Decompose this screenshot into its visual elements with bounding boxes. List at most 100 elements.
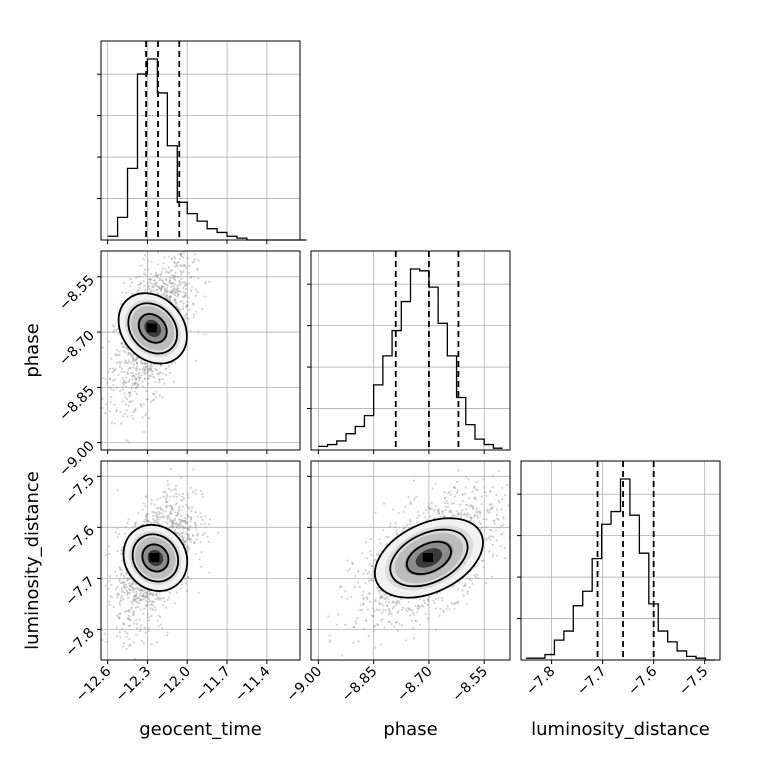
sample-point [346,569,349,572]
sample-point [162,596,165,600]
sample-point [122,345,126,349]
sample-point [154,271,158,274]
sample-point [208,280,211,283]
sample-point [146,367,149,370]
sample-point [142,612,145,616]
sample-point [171,525,174,529]
sample-point [115,409,118,413]
sample-point [441,596,444,600]
sample-point [191,261,194,264]
sample-point [450,502,453,505]
sample-point [171,523,174,526]
sample-point [443,497,446,500]
sample-point [172,380,175,383]
sample-point [163,289,166,292]
sample-point [434,598,437,601]
sample-point [121,598,125,601]
sample-point [470,504,473,507]
contour-line [131,533,180,583]
sample-point [133,598,136,602]
sample-point [178,525,182,528]
sample-point [143,626,146,629]
sample-point [442,609,445,612]
sample-point [138,368,141,371]
sample-point [403,527,406,530]
sample-point [137,376,140,379]
sample-point [158,394,161,397]
sample-point [112,605,115,608]
sample-point [346,559,349,562]
sample-point [140,282,143,285]
sample-point [197,277,200,280]
sample-point [118,613,121,616]
sample-point [147,600,151,604]
sample-point [115,328,118,331]
sample-point [464,513,467,516]
sample-point [385,596,389,599]
sample-point [147,368,150,371]
sample-point [149,599,152,602]
sample-point [171,508,175,511]
sample-point [165,501,168,504]
sample-point [116,536,119,539]
sample-point [400,608,404,612]
sample-point [431,487,434,490]
sample-point [449,493,452,497]
sample-point [118,565,121,569]
sample-point [503,546,506,549]
sample-point [140,362,144,365]
sample-point [176,275,180,279]
sample-point [489,489,492,493]
sample-point [377,553,380,556]
sample-point [165,497,168,500]
sample-point [194,522,197,525]
sample-point [406,610,409,613]
sample-point [186,313,189,316]
sample-point [167,596,170,599]
sample-point [105,403,108,406]
sample-point [111,371,114,374]
sample-point [409,502,413,505]
sample-point [172,289,175,292]
sample-point [513,457,515,459]
sample-point [493,522,496,526]
sample-point [157,510,160,513]
sample-point [108,367,112,370]
sample-point [423,601,426,605]
sample-point [181,306,184,309]
panel-frame [310,250,511,451]
sample-point [150,260,153,263]
sample-point [190,517,193,521]
sample-point [489,507,493,510]
sample-point [108,575,112,578]
sample-point [383,593,386,596]
sample-point [373,624,376,628]
sample-point [143,373,146,376]
sample-point [165,295,168,299]
sample-point [369,550,372,553]
sample-point [469,515,473,519]
sample-point [444,508,447,511]
sample-point [168,298,172,301]
sample-point [188,547,191,550]
sample-point [192,302,195,305]
sample-point [476,573,479,576]
sample-point [186,257,190,260]
sample-point [109,400,112,404]
sample-point [127,582,130,585]
sample-point [127,614,131,617]
sample-point [184,519,187,523]
sample-point [180,255,183,258]
sample-point [181,531,184,534]
sample-point [386,604,389,608]
sample-point [162,262,165,265]
sample-point [151,399,154,402]
sample-point [480,559,484,563]
sample-point [147,259,150,262]
sample-point [143,268,147,272]
sample-point [154,511,157,515]
sample-point [157,614,160,617]
sample-point [136,382,139,386]
sample-point [409,520,412,523]
sample-point [466,592,469,595]
